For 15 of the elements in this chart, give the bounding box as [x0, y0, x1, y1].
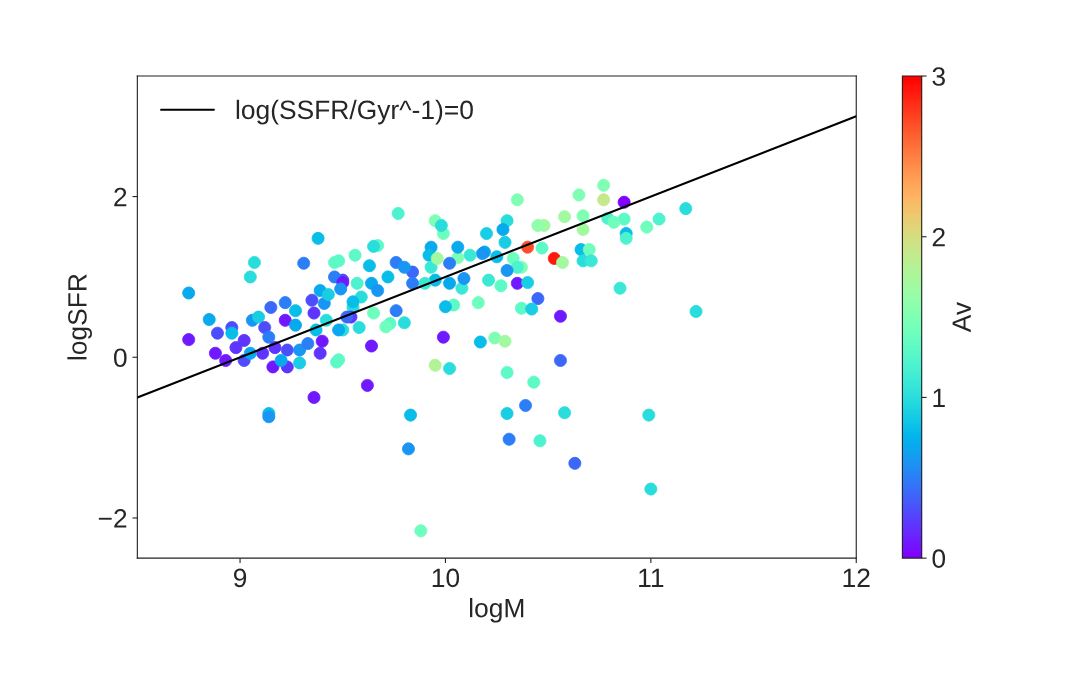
legend-label: log(SSFR/Gyr^-1)=0 — [236, 99, 473, 125]
color-bar-label: 1 — [933, 388, 945, 407]
y-tick-label: 2 — [114, 187, 127, 207]
y-tick-label: −2 — [98, 509, 127, 528]
x-tick-label: 10 — [432, 568, 460, 588]
color-bar-label: 0 — [932, 549, 946, 568]
color-bar-label: 2 — [932, 227, 945, 247]
x-axis-title: logM — [469, 598, 524, 623]
y-axis-title: logSFR — [67, 274, 92, 360]
color-bar-title: Av — [952, 302, 971, 333]
y-tick-label: 0 — [113, 348, 127, 368]
x-tick-label: 9 — [233, 568, 247, 588]
x-tick-label: 11 — [639, 568, 664, 587]
x-tick-label: 12 — [843, 568, 870, 587]
color-bar-label: 3 — [932, 67, 945, 86]
